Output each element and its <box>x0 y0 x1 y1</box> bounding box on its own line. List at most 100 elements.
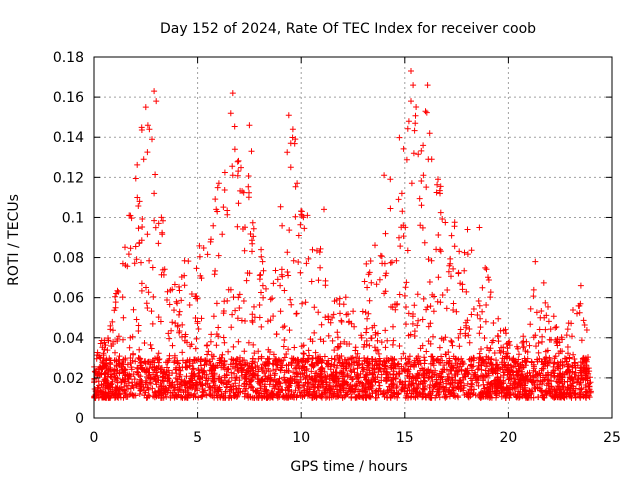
roti-point <box>363 341 370 348</box>
roti-point <box>234 223 241 230</box>
roti-point <box>295 259 302 265</box>
roti-point <box>149 385 156 392</box>
roti-point <box>198 315 205 322</box>
roti-point <box>532 385 539 392</box>
roti-point <box>474 366 481 373</box>
roti-point <box>144 231 151 238</box>
roti-point <box>373 347 379 354</box>
roti-point <box>255 348 262 355</box>
roti-point <box>114 287 121 294</box>
roti-point <box>143 284 149 291</box>
roti-point <box>179 321 186 328</box>
roti-point <box>317 378 324 385</box>
roti-point <box>384 337 391 344</box>
roti-point <box>381 365 388 372</box>
roti-point <box>443 366 450 373</box>
roti-point <box>176 308 183 315</box>
roti-point <box>178 297 185 304</box>
roti-point <box>182 381 189 388</box>
roti-point <box>145 386 152 393</box>
roti-point <box>144 122 151 129</box>
roti-point <box>445 268 452 275</box>
roti-point <box>430 333 436 340</box>
roti-point <box>292 136 299 143</box>
roti-point <box>192 293 199 300</box>
roti-point <box>308 278 315 285</box>
roti-point <box>547 388 554 395</box>
roti-point <box>347 367 354 374</box>
roti-point <box>523 338 530 345</box>
roti-point <box>419 394 426 401</box>
roti-point <box>433 392 440 399</box>
roti-point <box>174 378 180 385</box>
roti-point <box>242 318 248 324</box>
roti-point <box>243 369 250 376</box>
roti-point <box>195 366 202 373</box>
roti-point <box>192 315 199 321</box>
roti-point <box>569 333 575 340</box>
roti-point <box>135 225 142 232</box>
x-tick-label: 5 <box>193 430 202 446</box>
roti-point <box>387 205 394 212</box>
roti-point <box>425 256 432 263</box>
roti-point <box>374 337 381 344</box>
roti-point <box>530 293 537 300</box>
roti-point <box>461 392 468 398</box>
roti-point <box>362 309 369 316</box>
roti-point <box>99 366 106 372</box>
roti-point <box>199 382 206 389</box>
roti-point <box>389 259 395 266</box>
roti-point <box>402 361 409 368</box>
roti-point <box>214 362 221 369</box>
roti-point <box>482 264 489 271</box>
roti-point <box>214 386 221 393</box>
roti-point <box>134 368 140 375</box>
roti-point <box>423 184 430 191</box>
roti-point <box>215 387 222 394</box>
roti-point <box>438 353 445 360</box>
roti-point <box>155 314 162 321</box>
roti-point <box>464 226 471 233</box>
roti-point <box>267 317 274 324</box>
x-tick-label: 0 <box>90 430 99 446</box>
roti-point <box>414 358 421 364</box>
roti-point <box>152 367 159 374</box>
roti-point <box>507 389 514 396</box>
roti-point <box>400 145 407 152</box>
roti-point <box>208 236 214 243</box>
roti-point <box>564 378 571 385</box>
roti-point <box>125 251 132 258</box>
roti-point <box>157 379 164 386</box>
roti-point <box>245 376 252 383</box>
roti-point <box>382 230 389 237</box>
roti-point <box>319 374 326 381</box>
roti-point <box>367 258 374 264</box>
roti-point <box>118 378 125 385</box>
roti-point <box>487 294 494 301</box>
roti-point <box>104 347 111 354</box>
roti-point <box>245 339 252 346</box>
roti-point <box>322 277 329 284</box>
roti-point <box>538 308 545 314</box>
roti-point <box>479 390 486 396</box>
roti-point <box>163 371 169 378</box>
roti-point <box>439 376 446 383</box>
roti-point <box>205 348 212 355</box>
roti-point <box>340 361 347 368</box>
roti-point <box>220 334 227 341</box>
roti-point <box>416 389 423 396</box>
roti-point <box>234 158 241 165</box>
roti-point <box>442 394 449 401</box>
roti-point <box>539 377 546 384</box>
roti-point <box>432 381 439 388</box>
roti-point <box>102 362 109 369</box>
roti-point <box>190 392 197 399</box>
roti-point <box>236 389 242 396</box>
roti-point <box>139 216 146 222</box>
roti-point <box>287 140 294 147</box>
roti-point <box>186 302 193 308</box>
roti-point <box>228 369 235 376</box>
roti-point <box>511 384 518 391</box>
roti-point <box>128 366 135 373</box>
roti-point <box>298 208 304 215</box>
